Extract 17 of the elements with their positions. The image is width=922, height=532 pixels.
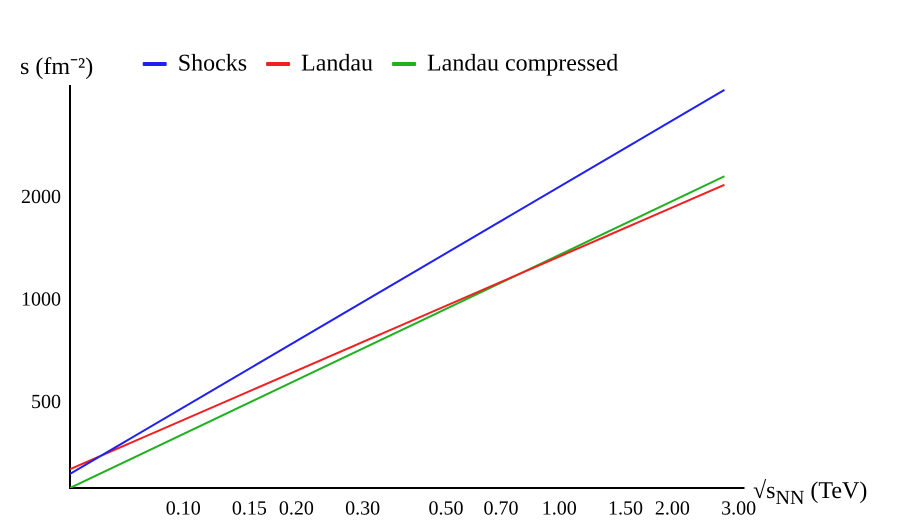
y-tick-label: 2000 bbox=[21, 186, 61, 208]
legend-label: Landau bbox=[301, 50, 374, 76]
y-axis-title: s (fm⁻²) bbox=[20, 53, 94, 81]
x-tick-label: 1.50 bbox=[608, 497, 643, 520]
x-tick-label: 0.10 bbox=[166, 497, 201, 520]
x-tick-label: 3.00 bbox=[721, 497, 756, 520]
x-tick-label: 0.70 bbox=[483, 497, 518, 520]
x-tick-label: 0.30 bbox=[345, 497, 380, 520]
x-tick-label: 1.00 bbox=[542, 497, 577, 520]
x-tick-label: 0.20 bbox=[278, 497, 314, 520]
y-tick-label: 500 bbox=[31, 390, 61, 413]
legend-label: Landau compressed bbox=[427, 50, 618, 76]
x-tick-label: 2.00 bbox=[654, 497, 690, 520]
x-tick-label: 0.15 bbox=[232, 497, 267, 520]
y-tick-label: 1000 bbox=[21, 288, 61, 310]
x-tick-label: 0.50 bbox=[428, 497, 464, 520]
legend-label: Shocks bbox=[178, 50, 248, 76]
